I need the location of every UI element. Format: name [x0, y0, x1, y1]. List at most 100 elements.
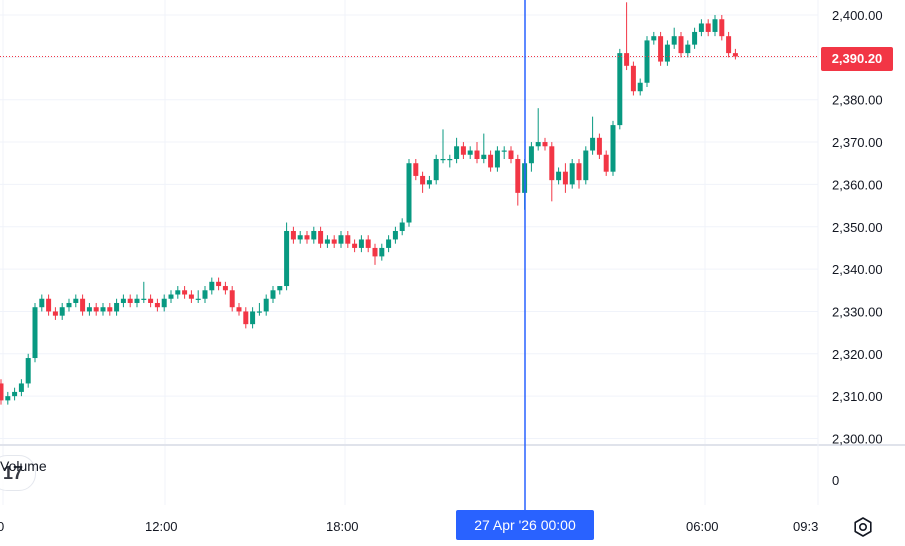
time-axis[interactable]: 0 12:00 18:00 06:00 09:3	[0, 519, 818, 534]
candle-body	[263, 298, 269, 312]
candle	[188, 290, 194, 303]
candle-body	[358, 239, 364, 248]
candle-body	[243, 311, 249, 325]
candle	[216, 277, 222, 291]
time-tick-label: 12:00	[145, 519, 178, 534]
candle	[447, 154, 453, 168]
candle	[515, 154, 521, 206]
candle-body	[202, 290, 208, 299]
candles	[0, 2, 738, 405]
candle-body	[467, 150, 473, 155]
time-tick-label: 06:00	[686, 519, 719, 534]
candle	[467, 146, 473, 159]
candle-body	[413, 163, 419, 176]
candle-body	[508, 150, 514, 159]
candle-body	[719, 19, 725, 37]
candle	[5, 391, 11, 405]
candle	[481, 133, 487, 164]
candle	[726, 31, 732, 58]
candle-body	[66, 302, 72, 308]
candle	[426, 175, 432, 189]
candle-body	[365, 239, 371, 248]
candle	[433, 154, 439, 185]
candle	[501, 146, 507, 159]
candle	[474, 142, 480, 164]
volume-axis-zero: 0	[832, 473, 839, 488]
candle-body	[107, 307, 113, 312]
candle	[406, 158, 412, 227]
candle	[114, 298, 120, 316]
candle	[705, 19, 711, 37]
candle	[345, 230, 351, 248]
candle-body	[59, 307, 65, 316]
candle-body	[93, 307, 99, 312]
price-axis[interactable]: 2,400.002,390.002,380.002,370.002,360.00…	[832, 8, 883, 447]
candle	[528, 142, 534, 172]
time-tick-label: 18:00	[326, 519, 359, 534]
candle-body	[12, 391, 18, 397]
candle	[583, 146, 589, 185]
candle	[569, 158, 575, 189]
tradingview-logo[interactable]: 17	[0, 455, 36, 491]
candle-body	[86, 307, 92, 312]
candle	[168, 290, 174, 303]
candle-body	[148, 298, 154, 303]
candle	[318, 226, 324, 248]
candle	[270, 286, 276, 303]
candle-body	[154, 302, 160, 308]
price-tick-label: 2,400.00	[832, 8, 883, 23]
candle	[59, 302, 65, 320]
candle-body	[386, 239, 392, 248]
candle	[73, 294, 79, 308]
candle-body	[528, 146, 534, 164]
candle-body	[562, 171, 568, 185]
candle-body	[481, 154, 487, 159]
candle	[392, 226, 398, 244]
candle	[488, 150, 494, 172]
time-tick-label: 0	[0, 519, 4, 534]
grid-lines	[0, 0, 818, 505]
candle-body	[488, 154, 494, 168]
candle	[658, 31, 664, 66]
price-tick-label: 2,350.00	[832, 220, 883, 235]
last-price-label: 2,390.20	[821, 47, 893, 71]
candle	[556, 167, 562, 185]
candle	[576, 158, 582, 189]
candle	[630, 61, 636, 96]
candle	[46, 294, 52, 316]
candle-body	[175, 290, 181, 295]
candle-body	[236, 307, 242, 312]
candle-body	[318, 230, 324, 244]
candle	[284, 222, 290, 291]
candle-body	[25, 358, 31, 384]
candle-body	[229, 290, 235, 308]
candle-body	[460, 146, 466, 155]
candle-body	[454, 146, 460, 159]
candle-body	[277, 286, 283, 291]
candle-body	[535, 142, 541, 147]
candle	[311, 226, 317, 244]
candle-body	[216, 281, 222, 287]
candle	[141, 281, 147, 303]
settings-icon[interactable]	[851, 515, 875, 539]
candle	[229, 286, 235, 312]
candle	[596, 133, 602, 159]
candle-body	[433, 158, 439, 181]
candle	[440, 129, 446, 164]
time-tick-label: 09:3	[793, 519, 818, 534]
candle-body	[549, 146, 555, 181]
candle	[338, 230, 344, 248]
candle	[250, 307, 256, 329]
candle	[304, 230, 310, 244]
candle-body	[270, 290, 276, 299]
candle	[93, 302, 99, 316]
volume-indicator-label[interactable]: Volume	[0, 458, 47, 474]
candle-body	[420, 175, 426, 185]
candle-body	[637, 82, 643, 92]
candle	[562, 163, 568, 193]
candle-body	[596, 137, 602, 155]
candle-body	[372, 247, 378, 257]
candle	[651, 31, 657, 45]
candle	[590, 116, 596, 155]
